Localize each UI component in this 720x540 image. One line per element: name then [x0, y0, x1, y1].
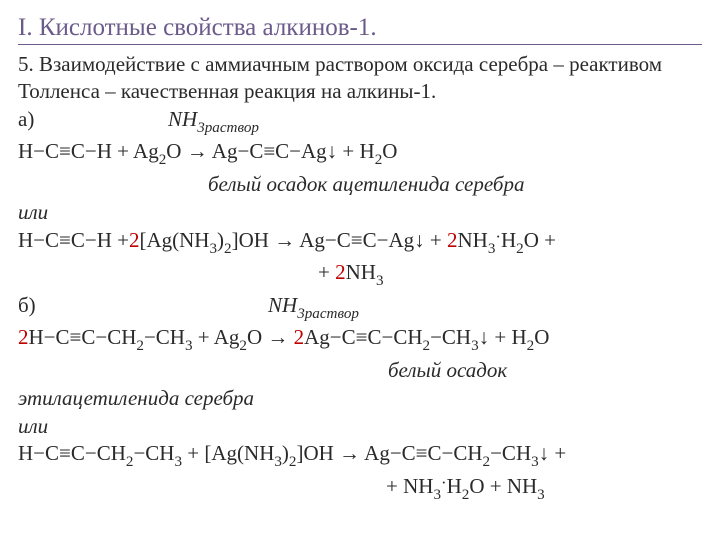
slide-body: 5. Взаимодействие с аммиачным раствором … [18, 51, 702, 505]
annotation-2b: этилацетиленида серебра [18, 385, 702, 412]
a-label: а) [18, 106, 34, 133]
cond1: NH3раствор [168, 107, 259, 131]
reaction-b-line: б) NH3раствор [18, 292, 702, 324]
equation-3: 2H−C≡C−CH2−CH3 + Ag2O → 2Ag−C≡C−CH2−CH3↓… [18, 324, 702, 356]
ili-2: или [18, 413, 702, 440]
equation-4: H−C≡C−CH2−CH3 + [Ag(NH3)2]OH → Ag−C≡C−CH… [18, 440, 702, 472]
annotation-2a: белый осадок [18, 357, 702, 384]
reaction-a-line: а) NH3раствор [18, 106, 702, 138]
equation-2: H−C≡C−H +2[Ag(NH3)2]OH → Ag−C≡C−Ag↓ + 2N… [18, 227, 702, 259]
cond2: NH3раствор [268, 293, 359, 317]
equation-4-cont: + NH3·H2O + NH3 [18, 473, 702, 505]
title-underline [18, 44, 702, 45]
equation-1: H−C≡C−H + Ag2O → Ag−C≡C−Ag↓ + H2O [18, 138, 702, 170]
equation-2-cont: + 2NH3 [18, 259, 702, 291]
slide-title: I. Кислотные свойства алкинов-1. [18, 14, 702, 42]
intro-text: 5. Взаимодействие с аммиачным раствором … [18, 51, 702, 105]
annotation-1: белый осадок ацетиленида серебра [18, 171, 702, 198]
ili-1: или [18, 199, 702, 226]
b-label: б) [18, 292, 36, 319]
